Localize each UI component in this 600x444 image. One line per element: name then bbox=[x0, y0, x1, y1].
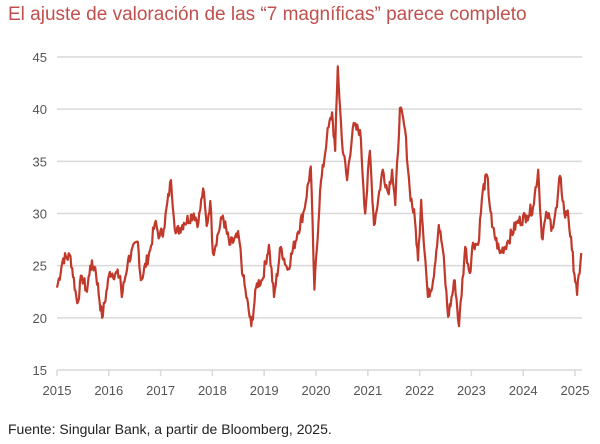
y-tick-label: 30 bbox=[33, 207, 47, 222]
y-tick-label: 25 bbox=[33, 259, 47, 274]
x-axis: 2015 2016 2017 2018 2019 2020 2021 2022 2023 2024… bbox=[43, 369, 590, 398]
x-tick-label: 2019 bbox=[250, 383, 279, 398]
y-tick-label: 15 bbox=[33, 363, 47, 378]
series-line bbox=[55, 65, 583, 328]
x-tick-label: 2018 bbox=[198, 383, 227, 398]
x-tick-label: 2025 bbox=[561, 383, 590, 398]
x-tick-label: 2022 bbox=[405, 383, 434, 398]
x-tick-label: 2016 bbox=[94, 383, 123, 398]
source-note: Fuente: Singular Bank, a partir de Bloom… bbox=[8, 421, 332, 437]
x-tick-label: 2017 bbox=[146, 383, 175, 398]
x-tick-label: 2021 bbox=[353, 383, 382, 398]
y-tick-label: 35 bbox=[33, 154, 47, 169]
y-axis-ticks: 15 20 25 30 35 40 45 bbox=[33, 50, 47, 378]
x-tick-label: 2023 bbox=[457, 383, 486, 398]
chart-title: El ajuste de valoración de las “7 magníf… bbox=[8, 4, 527, 25]
y-tick-label: 45 bbox=[33, 50, 47, 65]
x-tick-label: 2020 bbox=[302, 383, 331, 398]
y-tick-label: 40 bbox=[33, 102, 47, 117]
x-tick-label: 2024 bbox=[509, 383, 538, 398]
x-tick-label: 2015 bbox=[43, 383, 72, 398]
y-tick-label: 20 bbox=[33, 311, 47, 326]
